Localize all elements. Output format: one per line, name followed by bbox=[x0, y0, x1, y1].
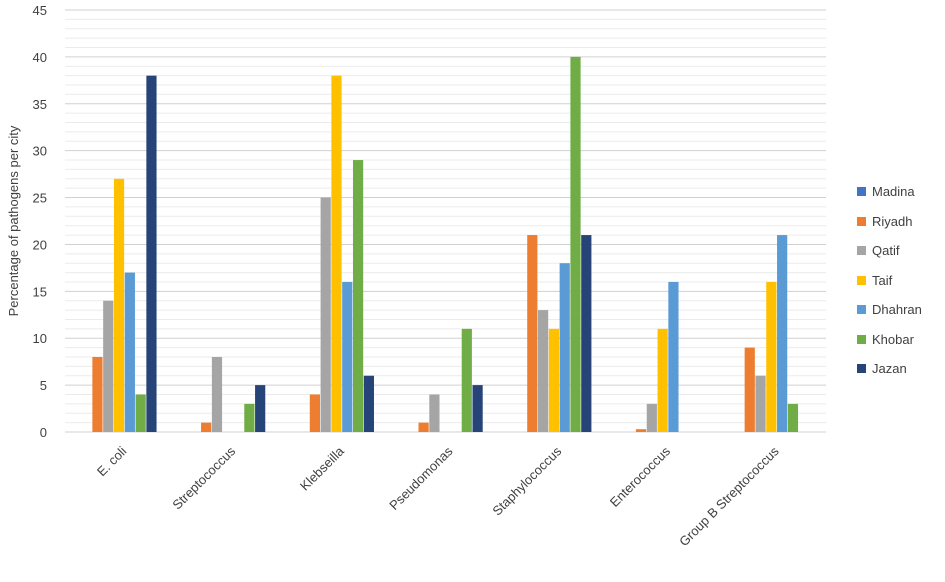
legend-label: Qatif bbox=[872, 243, 900, 259]
bar-dhahran-group-b-streptococcus bbox=[777, 235, 788, 432]
x-tick-label: Pseudomonas bbox=[386, 443, 456, 513]
y-tick-label: 45 bbox=[33, 3, 47, 18]
bars bbox=[92, 56, 799, 433]
y-axis-label: Percentage of pathogens per city bbox=[6, 125, 21, 316]
bar-riyadh-staphylococcus bbox=[527, 235, 538, 432]
bar-qatif-streptococcus bbox=[211, 356, 223, 432]
bar-taif-klebseilla bbox=[331, 75, 342, 433]
legend-item-taif: Taif bbox=[857, 266, 945, 296]
bar-riyadh-e-coli bbox=[92, 356, 103, 432]
x-tick-label: Enterococcus bbox=[607, 443, 674, 510]
legend: Madina Riyadh Qatif Taif Dhahran Khobar Jazan bbox=[857, 177, 945, 384]
legend-label: Jazan bbox=[872, 361, 907, 377]
bar-khobar-group-b-streptococcus bbox=[787, 403, 799, 432]
y-tick-label: 15 bbox=[33, 284, 47, 299]
y-tick-label: 0 bbox=[40, 425, 47, 440]
legend-label: Dhahran bbox=[872, 302, 922, 318]
bar-qatif-pseudomonas bbox=[429, 394, 440, 432]
y-tick-label: 25 bbox=[33, 191, 47, 206]
legend-swatch bbox=[857, 187, 866, 197]
y-axis-ticks: 0 5 10 15 20 25 30 35 40 45 bbox=[33, 3, 47, 440]
legend-swatch bbox=[857, 246, 866, 256]
x-tick-label: E. coli bbox=[94, 443, 130, 479]
legend-item-madina: Madina bbox=[857, 177, 945, 207]
y-tick-label: 40 bbox=[33, 50, 47, 65]
bar-jazan-streptococcus bbox=[255, 385, 266, 432]
x-tick-label: Group B Streptococcus bbox=[676, 443, 782, 549]
bar-taif-staphylococcus bbox=[548, 328, 560, 432]
bar-qatif-klebseilla bbox=[320, 197, 331, 432]
bar-dhahran-enterococcus bbox=[668, 281, 679, 432]
legend-item-dhahran: Dhahran bbox=[857, 295, 945, 325]
bar-qatif-enterococcus bbox=[646, 403, 657, 432]
bar-qatif-e-coli bbox=[103, 300, 114, 432]
bar-dhahran-e-coli bbox=[124, 272, 135, 432]
y-tick-label: 10 bbox=[33, 331, 47, 346]
legend-swatch bbox=[857, 334, 866, 344]
legend-swatch bbox=[857, 216, 866, 226]
legend-swatch bbox=[857, 275, 866, 285]
legend-label: Madina bbox=[872, 184, 915, 200]
x-tick-label: Klebseilla bbox=[297, 443, 347, 493]
y-tick-label: 30 bbox=[33, 144, 47, 159]
bar-riyadh-group-b-streptococcus bbox=[744, 347, 755, 432]
bar-riyadh-klebseilla bbox=[309, 394, 320, 432]
x-axis-ticks: E. coli Streptococcus Klebseilla Pseudomona… bbox=[94, 443, 782, 549]
legend-item-khobar: Khobar bbox=[857, 325, 945, 355]
bar-qatif-group-b-streptococcus bbox=[755, 375, 766, 432]
bar-dhahran-klebseilla bbox=[342, 281, 353, 432]
legend-swatch bbox=[857, 364, 866, 374]
y-tick-label: 35 bbox=[33, 97, 47, 112]
y-tick-label: 5 bbox=[40, 378, 47, 393]
legend-item-qatif: Qatif bbox=[857, 236, 945, 266]
x-tick-label: Streptococcus bbox=[169, 443, 238, 512]
bar-khobar-klebseilla bbox=[352, 160, 364, 433]
bar-khobar-e-coli bbox=[135, 394, 146, 432]
bar-khobar-pseudomonas bbox=[461, 328, 472, 432]
bar-jazan-e-coli bbox=[146, 75, 157, 433]
bar-riyadh-enterococcus bbox=[635, 429, 647, 432]
bar-taif-group-b-streptococcus bbox=[766, 281, 777, 432]
bar-riyadh-streptococcus bbox=[201, 422, 212, 432]
legend-label: Khobar bbox=[872, 331, 914, 347]
legend-label: Riyadh bbox=[872, 213, 913, 229]
legend-swatch bbox=[857, 305, 866, 315]
y-tick-label: 20 bbox=[33, 237, 47, 252]
bar-khobar-streptococcus bbox=[244, 403, 255, 432]
bar-jazan-pseudomonas bbox=[472, 385, 483, 432]
bar-khobar-staphylococcus bbox=[570, 56, 581, 433]
bar-taif-enterococcus bbox=[657, 328, 668, 432]
bar-jazan-staphylococcus bbox=[581, 235, 592, 432]
x-tick-label: Staphylococcus bbox=[489, 443, 564, 518]
legend-label: Taif bbox=[872, 272, 893, 288]
bar-dhahran-staphylococcus bbox=[559, 263, 570, 432]
legend-item-jazan: Jazan bbox=[857, 354, 945, 384]
gridlines bbox=[65, 9, 826, 433]
legend-item-riyadh: Riyadh bbox=[857, 207, 945, 237]
bar-jazan-klebseilla bbox=[363, 375, 374, 432]
bar-riyadh-pseudomonas bbox=[418, 422, 429, 432]
bar-qatif-staphylococcus bbox=[538, 310, 549, 432]
bar-taif-e-coli bbox=[113, 178, 125, 432]
